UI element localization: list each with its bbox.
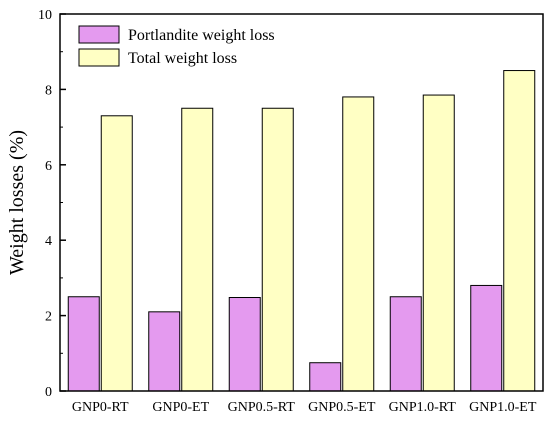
legend: Portlandite weight loss Total weight loss xyxy=(78,25,275,67)
bar-total-GNP0.5-ET xyxy=(342,96,375,392)
x-tick-label: GNP0.5-ET xyxy=(308,400,376,415)
bars-group xyxy=(67,70,536,392)
y-tick-label: 2 xyxy=(45,310,52,325)
legend-label: Portlandite weight loss xyxy=(128,27,275,44)
y-tick-label: 4 xyxy=(45,234,52,249)
y-axis-ticks: 0 2 4 6 8 10 xyxy=(38,8,66,400)
x-axis-ticks: GNP0-RT GNP0-ET GNP0.5-RT GNP0.5-ET GNP1.0-R… xyxy=(72,400,537,415)
bar-portlandite-GNP1.0-ET xyxy=(470,284,503,392)
bar-total-GNP0-ET xyxy=(181,107,214,392)
x-tick-label: GNP1.0-ET xyxy=(469,400,537,415)
bar-total-GNP0.5-RT xyxy=(261,107,294,392)
bar-portlandite-GNP0.5-RT xyxy=(228,297,261,392)
x-tick-label: GNP0.5-RT xyxy=(228,400,296,415)
x-tick-label: GNP0-ET xyxy=(152,400,209,415)
y-axis-title: Weight losses (%) xyxy=(6,130,28,275)
y-tick-label: 10 xyxy=(38,8,52,23)
legend-swatch xyxy=(78,25,120,44)
y-tick-label: 0 xyxy=(45,385,52,400)
y-tick-label: 8 xyxy=(45,83,52,98)
bar-portlandite-GNP1.0-RT xyxy=(389,296,422,392)
y-tick-label: 6 xyxy=(45,159,52,174)
legend-label: Total weight loss xyxy=(128,50,237,67)
bar-portlandite-GNP0.5-ET xyxy=(309,362,342,392)
bar-total-GNP1.0-ET xyxy=(503,70,536,392)
legend-swatch xyxy=(78,48,120,67)
bar-portlandite-GNP0-ET xyxy=(148,311,181,392)
x-tick-label: GNP1.0-RT xyxy=(389,400,457,415)
bar-portlandite-GNP0-RT xyxy=(67,296,100,392)
bar-total-GNP1.0-RT xyxy=(422,94,455,392)
bar-total-GNP0-RT xyxy=(100,115,133,392)
x-tick-label: GNP0-RT xyxy=(72,400,129,415)
